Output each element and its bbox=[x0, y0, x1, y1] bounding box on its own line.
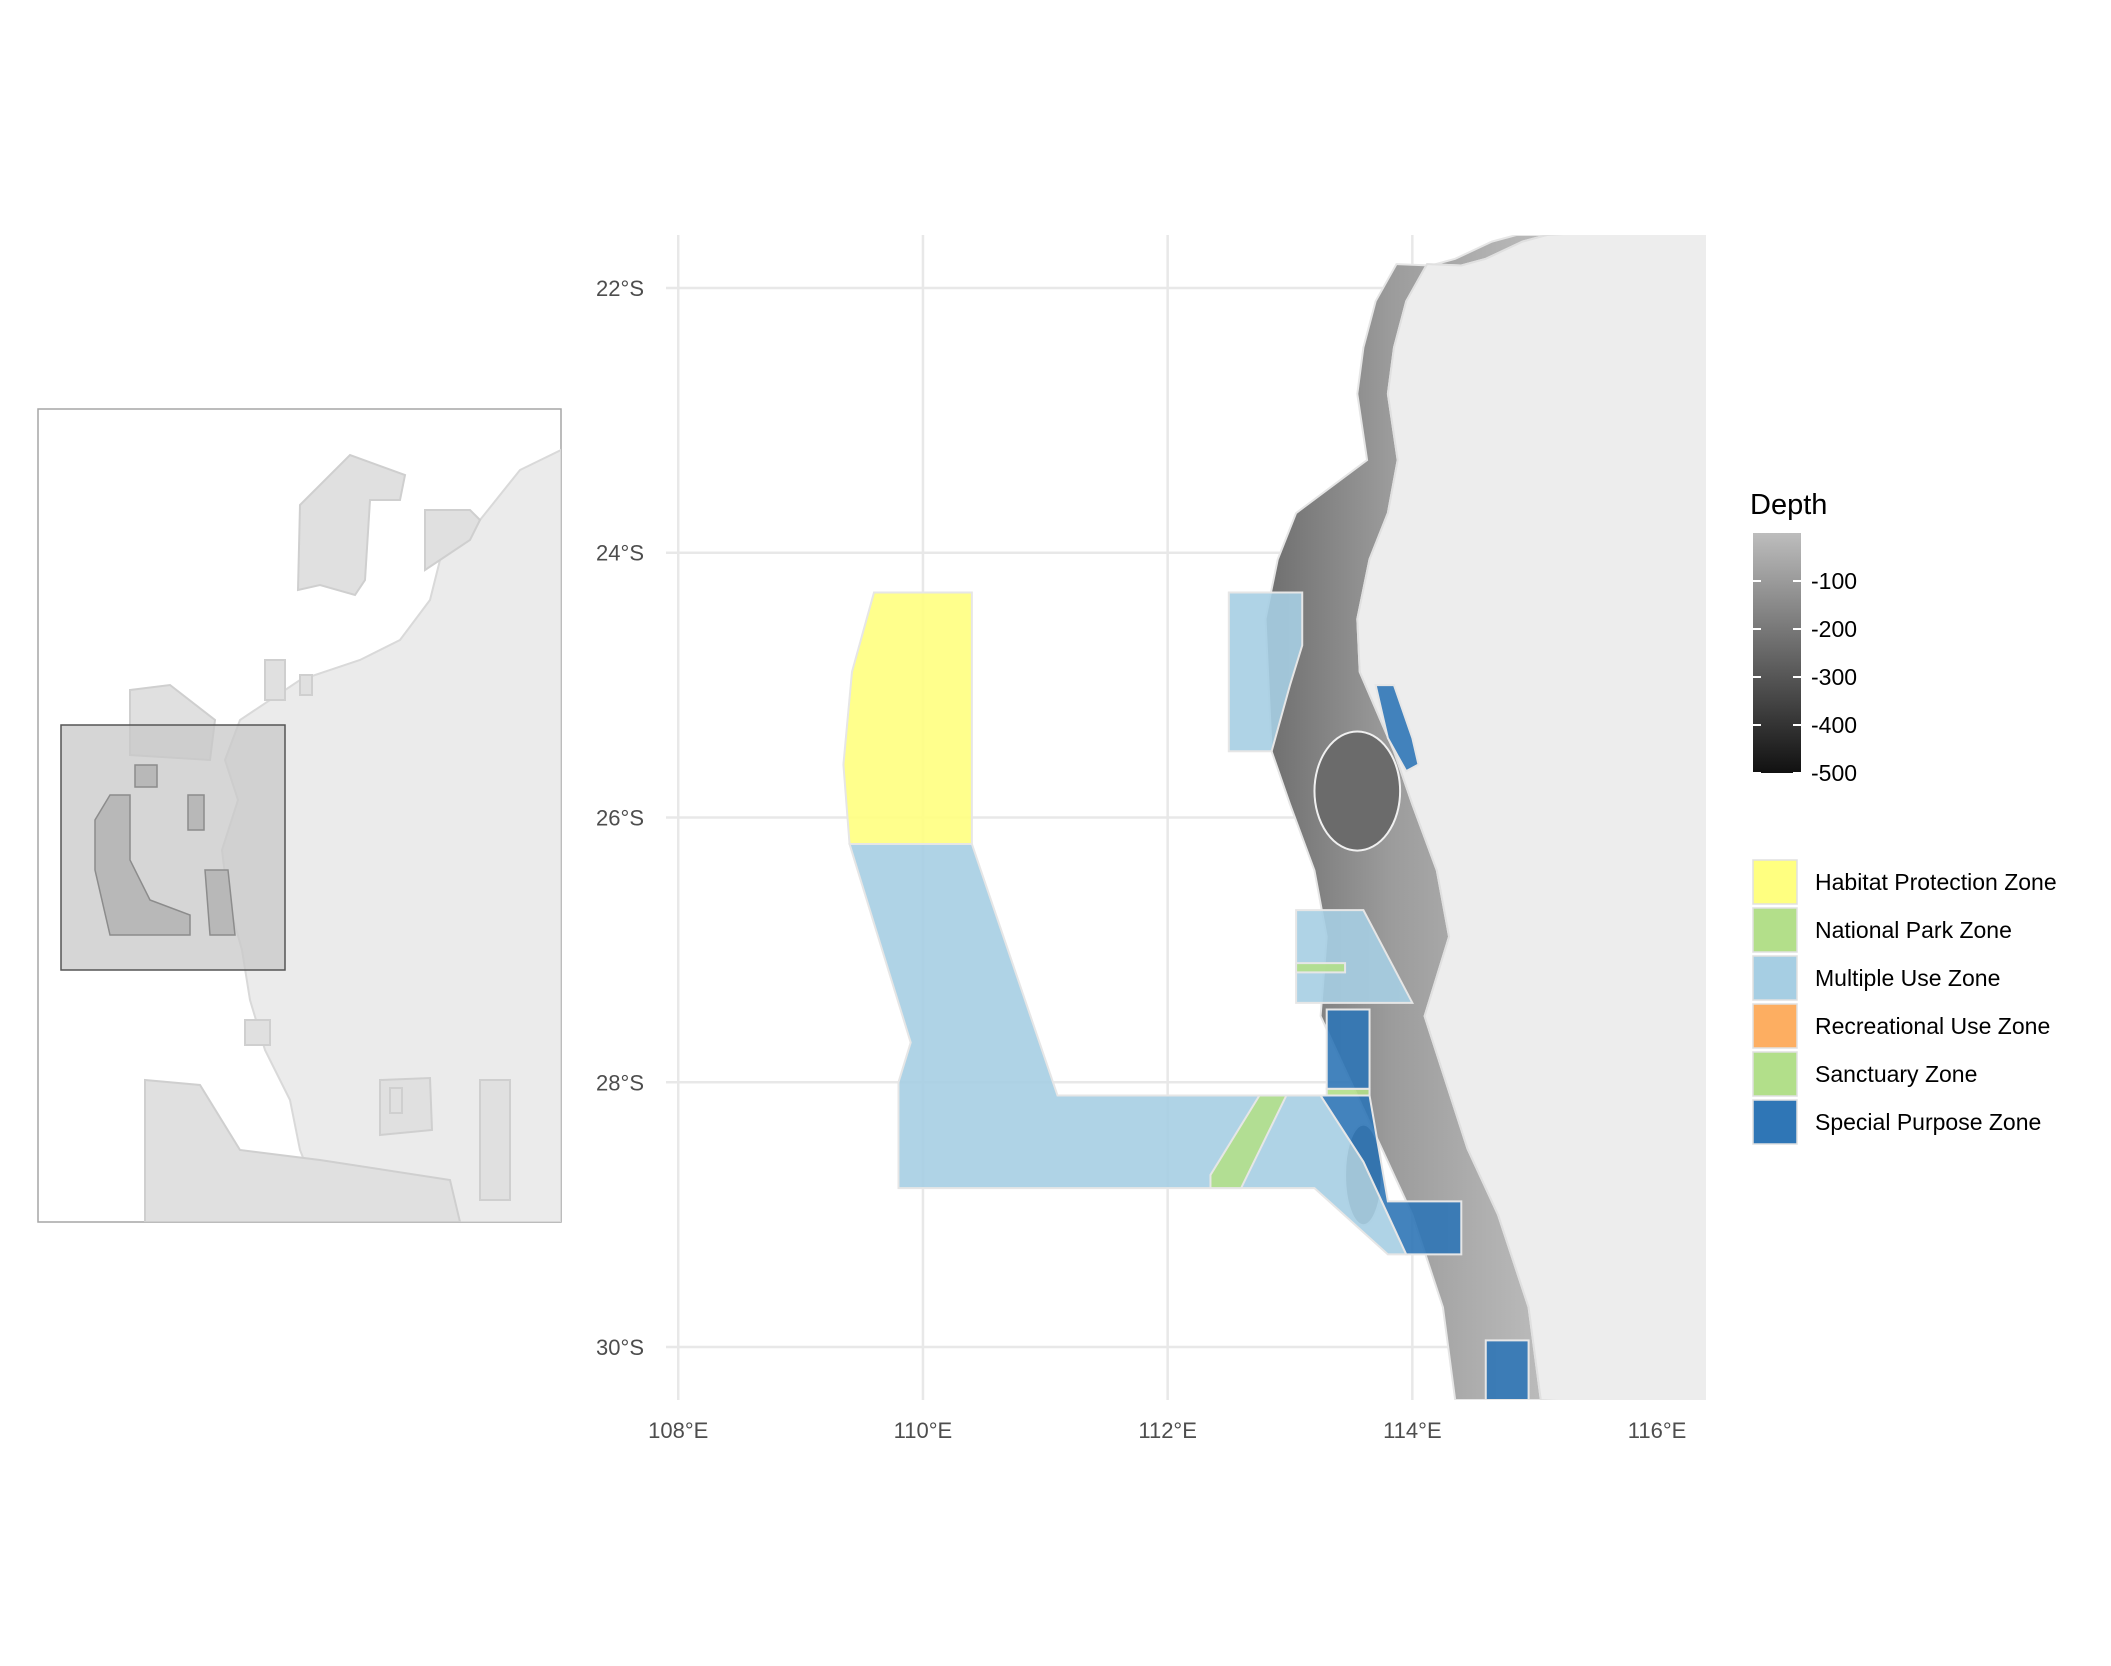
zone-sanctuary-zone bbox=[1295, 962, 1347, 974]
y-tick-label: 26°S bbox=[596, 806, 644, 831]
inset-map bbox=[37, 408, 562, 1223]
zone-legend-swatch bbox=[1752, 859, 1798, 905]
zone-multiple-use-zone bbox=[1227, 591, 1304, 753]
inset-marine-parks bbox=[129, 453, 511, 1222]
zone-habitat-protection-zone bbox=[842, 591, 973, 845]
depth-legend-title: Depth bbox=[1750, 489, 1827, 521]
zone-legend-swatch bbox=[1752, 955, 1798, 1001]
zone-legend-swatch bbox=[1752, 1003, 1798, 1049]
zone-sanctuary-zone bbox=[1209, 1094, 1288, 1190]
zone-multiple-use-zone bbox=[848, 842, 1408, 1256]
depth-tick-label: -200 bbox=[1811, 616, 1857, 642]
marine-zones-layer bbox=[842, 591, 1530, 1400]
zone-legend-label: Sanctuary Zone bbox=[1815, 1061, 1977, 1087]
zone-legend: Habitat Protection Zone National Park Zon… bbox=[1752, 859, 2057, 1145]
zone-legend-swatch bbox=[1752, 1051, 1798, 1097]
depth-legend-ticks: -100 -200 -300 -400 -500 bbox=[1753, 568, 1857, 786]
y-axis-ticks: 22°S 24°S 26°S 28°S 30°S bbox=[596, 276, 644, 1360]
zone-special-purpose-zone bbox=[1374, 684, 1420, 773]
y-tick-label: 28°S bbox=[596, 1070, 644, 1095]
y-tick-label: 22°S bbox=[596, 276, 644, 301]
x-tick-label: 108°E bbox=[648, 1418, 708, 1443]
y-tick-label: 24°S bbox=[596, 541, 644, 566]
main-map: 22°S 24°S 26°S 28°S 30°S 108°E 110°E 112°E 114°… bbox=[596, 235, 1706, 1443]
depth-legend: Depth -100 -200 -300 -400 -500 bbox=[1750, 489, 1857, 786]
zone-legend-label: Multiple Use Zone bbox=[1815, 965, 2000, 991]
depth-tick-label: -100 bbox=[1811, 568, 1857, 594]
zone-special-purpose-zone bbox=[1318, 1094, 1463, 1256]
island bbox=[1313, 730, 1402, 852]
zone-legend-label: Habitat Protection Zone bbox=[1815, 869, 2057, 895]
zone-legend-swatch bbox=[1752, 1099, 1798, 1145]
zone-special-purpose-zone bbox=[1325, 1008, 1371, 1090]
depth-tick-label: -400 bbox=[1811, 712, 1857, 738]
x-tick-label: 114°E bbox=[1383, 1418, 1442, 1443]
inset-zones-in-extent bbox=[94, 764, 236, 936]
zone-legend-label: National Park Zone bbox=[1815, 917, 2012, 943]
depth-colorbar bbox=[1753, 533, 1801, 773]
depth-tick-label: -300 bbox=[1811, 664, 1857, 690]
zone-legend-label: Recreational Use Zone bbox=[1815, 1013, 2050, 1039]
zone-legend-label: Special Purpose Zone bbox=[1815, 1109, 2041, 1135]
australia-landmass bbox=[1356, 235, 1706, 1400]
zone-special-purpose-zone bbox=[1484, 1339, 1530, 1400]
zone-legend-swatch bbox=[1752, 907, 1798, 953]
x-tick-label: 110°E bbox=[894, 1418, 953, 1443]
x-axis-ticks: 108°E 110°E 112°E 114°E 116°E bbox=[648, 1418, 1686, 1443]
depth-tick-label: -500 bbox=[1811, 760, 1857, 786]
y-tick-label: 30°S bbox=[596, 1335, 644, 1360]
x-tick-label: 116°E bbox=[1628, 1418, 1687, 1443]
x-tick-label: 112°E bbox=[1138, 1418, 1197, 1443]
